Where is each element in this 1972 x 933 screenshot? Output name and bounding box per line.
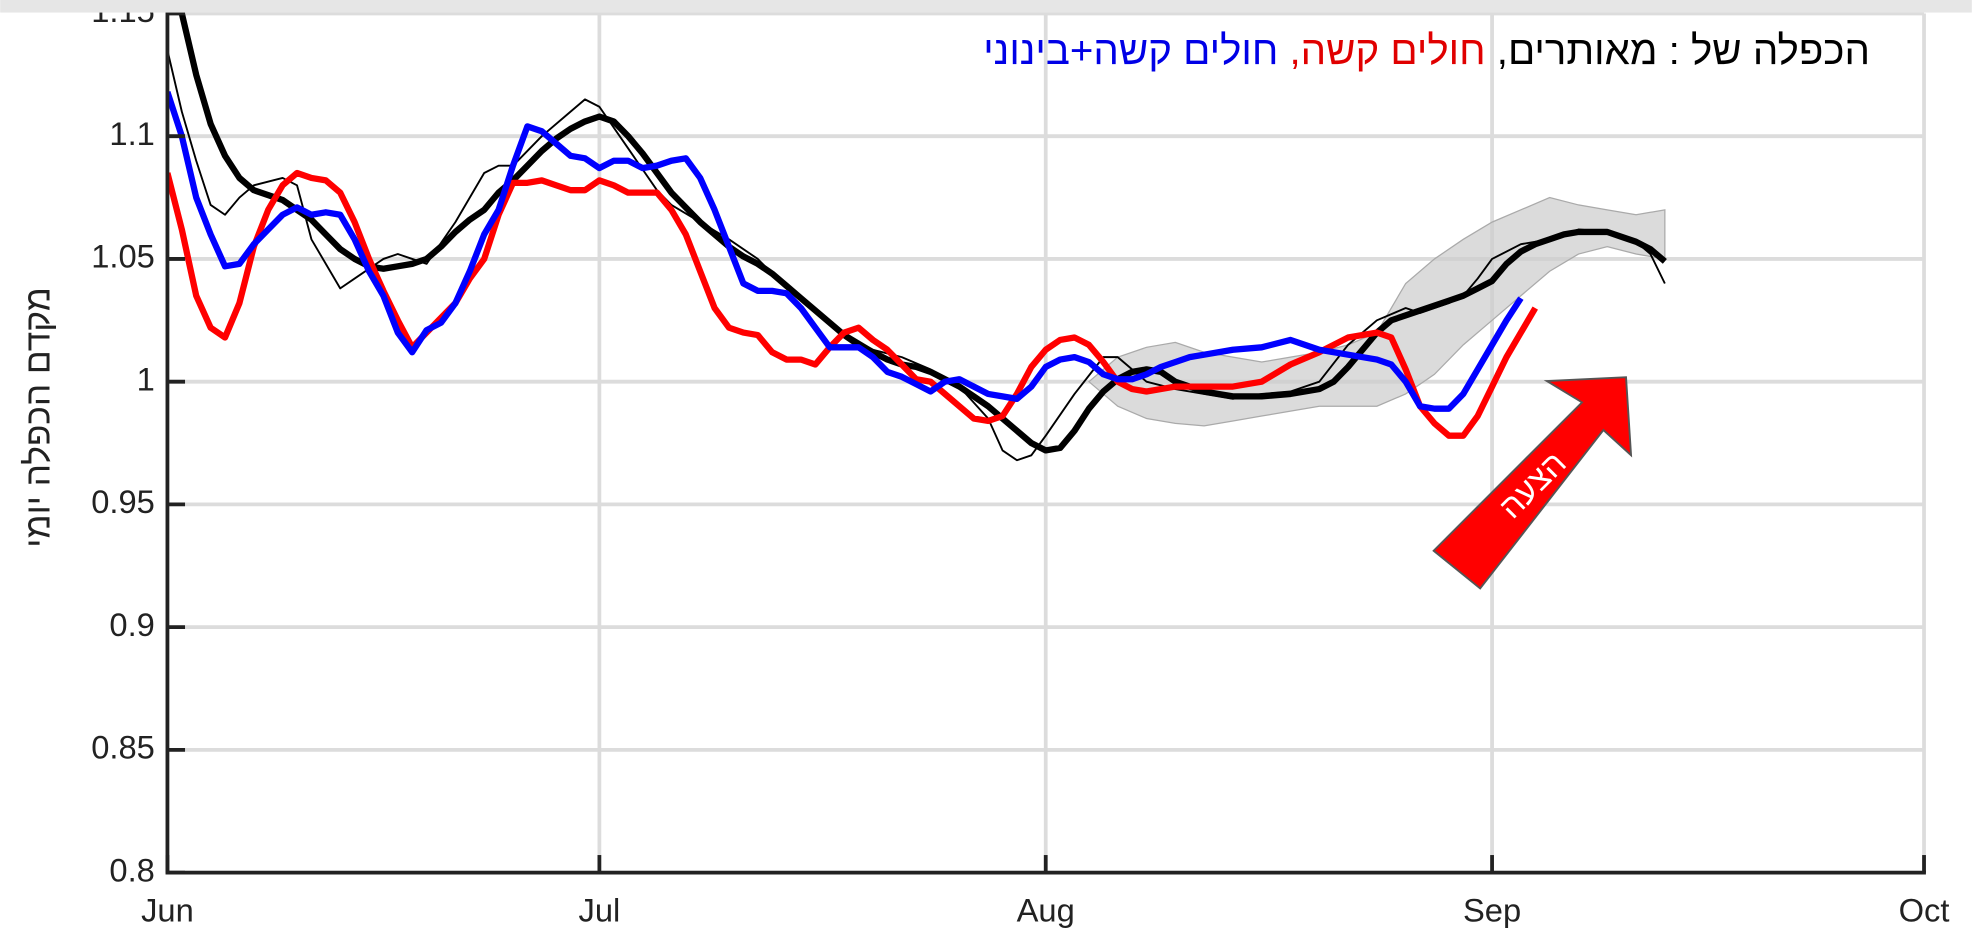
x-tick-label: Aug [1017, 892, 1075, 929]
y-tick-label: 0.85 [91, 729, 155, 766]
x-tick-label: Oct [1899, 892, 1950, 929]
x-tick-label: Jul [578, 892, 620, 929]
y-tick-label: 0.9 [109, 606, 154, 643]
y-tick-label: 0.8 [109, 851, 154, 888]
y-tick-label: 1 [137, 360, 155, 397]
top-bar [0, 0, 1972, 13]
series-line [167, 169, 1538, 439]
chart-title: הכפלה של : מאותרים, חולים קשה, חולים קשה… [983, 27, 1870, 72]
series-line [178, 12, 1667, 454]
x-tick-label: Jun [141, 892, 194, 929]
title-part: חולים קשה, [1290, 27, 1486, 72]
y-tick-label: 1.05 [91, 238, 155, 275]
y-axis-label: מקדם הכפלה יומי [19, 287, 58, 548]
y-tick-label: 0.95 [91, 483, 155, 520]
annotation-arrow [1432, 376, 1633, 590]
title-part: חולים קשה+בינוני [983, 27, 1278, 72]
title-part: הכפלה של : מאותרים, [1497, 27, 1870, 72]
y-tick-label: 1.1 [109, 115, 154, 152]
x-tick-label: Sep [1463, 892, 1521, 929]
series-line [167, 91, 1524, 412]
